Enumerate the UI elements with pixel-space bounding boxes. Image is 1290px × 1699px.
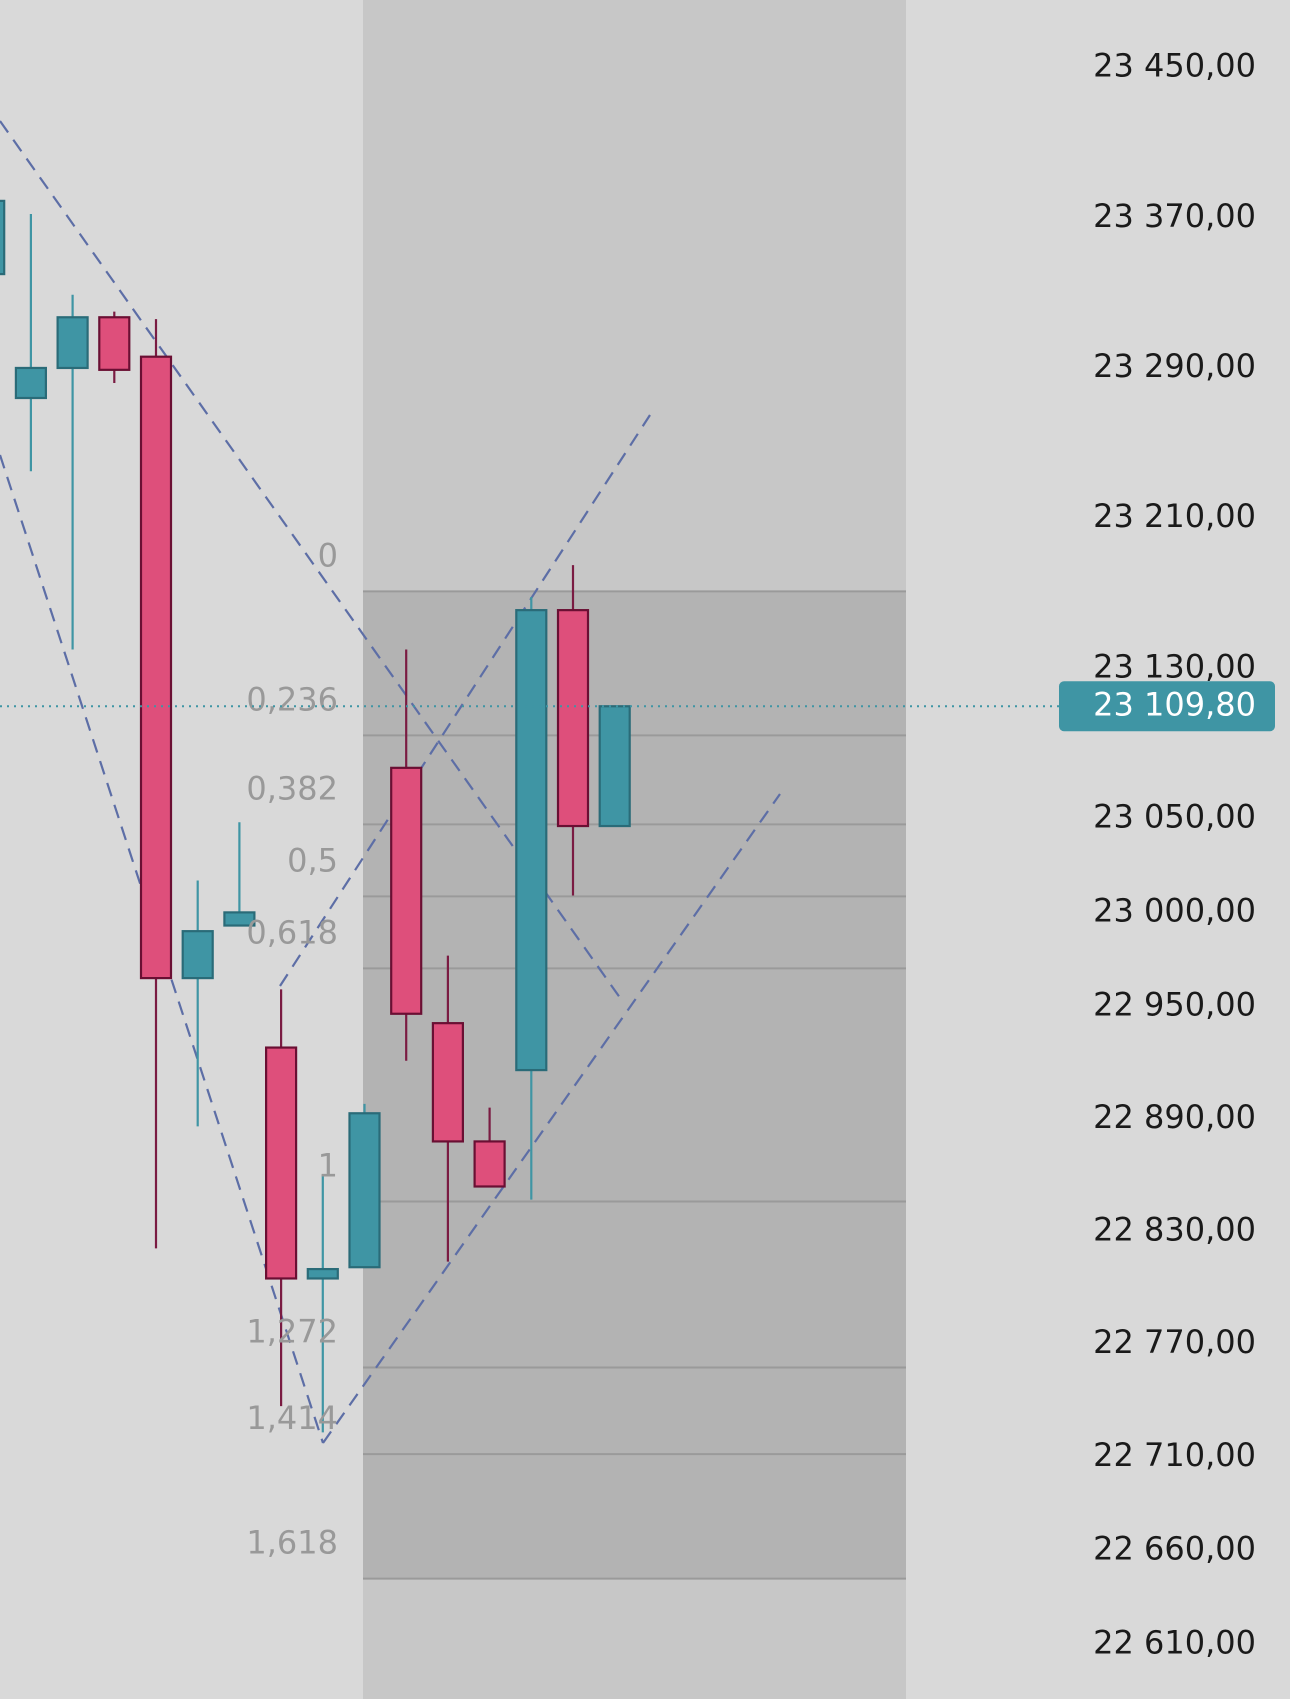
candle-body (306, 1267, 339, 1280)
y-tick-label: 22 890,00 (1093, 1098, 1256, 1136)
y-tick-label: 22 710,00 (1093, 1436, 1256, 1474)
y-tick-label: 23 210,00 (1093, 497, 1256, 535)
candle-body (223, 911, 256, 927)
fib-level-label: 1 (318, 1147, 338, 1185)
candle-body (139, 355, 173, 980)
candle-body (515, 609, 548, 1072)
fib-level-label: 1,618 (246, 1524, 338, 1562)
candle-body (431, 1022, 464, 1143)
fib-level-label: 0,618 (246, 913, 338, 951)
fib-level-label: 0,5 (287, 841, 338, 879)
y-tick-label: 23 050,00 (1093, 798, 1256, 836)
candle-body (265, 1046, 298, 1280)
price-tag (1059, 681, 1275, 732)
y-tick-label: 23 130,00 (1093, 647, 1256, 685)
y-tick-label: 22 770,00 (1093, 1323, 1256, 1361)
candle-body (14, 366, 47, 400)
fib-level-label: 0,236 (246, 680, 338, 718)
fib-level-label: 1,414 (246, 1399, 338, 1437)
candle-body (98, 316, 131, 371)
y-tick-label: 22 950,00 (1093, 985, 1256, 1023)
y-tick-label: 23 450,00 (1093, 47, 1256, 85)
candle-body (473, 1140, 506, 1188)
fib-level-label: 0,382 (246, 769, 338, 807)
price-tag-label: 23 109,80 (1093, 685, 1256, 723)
candle-body (390, 766, 423, 1015)
overlay: 0 0,236 0,382 0,5 0,618 1 1,272 1,414 1,618 23 45… (0, 47, 1275, 1662)
candles (0, 199, 631, 1433)
y-tick-label: 22 660,00 (1093, 1530, 1256, 1568)
y-tick-label: 22 830,00 (1093, 1211, 1256, 1249)
candle-body (598, 705, 631, 828)
candle-body (56, 316, 89, 370)
fib-level-label: 0 (318, 536, 338, 574)
candle-body (181, 930, 214, 980)
y-tick-label: 23 290,00 (1093, 347, 1256, 385)
fib-level-label: 1,272 (246, 1312, 338, 1350)
y-tick-label: 23 370,00 (1093, 197, 1256, 235)
candle-body (0, 199, 6, 276)
trendline (322, 793, 781, 1444)
candle-body (348, 1112, 381, 1269)
y-tick-label: 22 610,00 (1093, 1624, 1256, 1662)
candle-body (556, 609, 590, 828)
y-tick-label: 23 000,00 (1093, 891, 1256, 929)
